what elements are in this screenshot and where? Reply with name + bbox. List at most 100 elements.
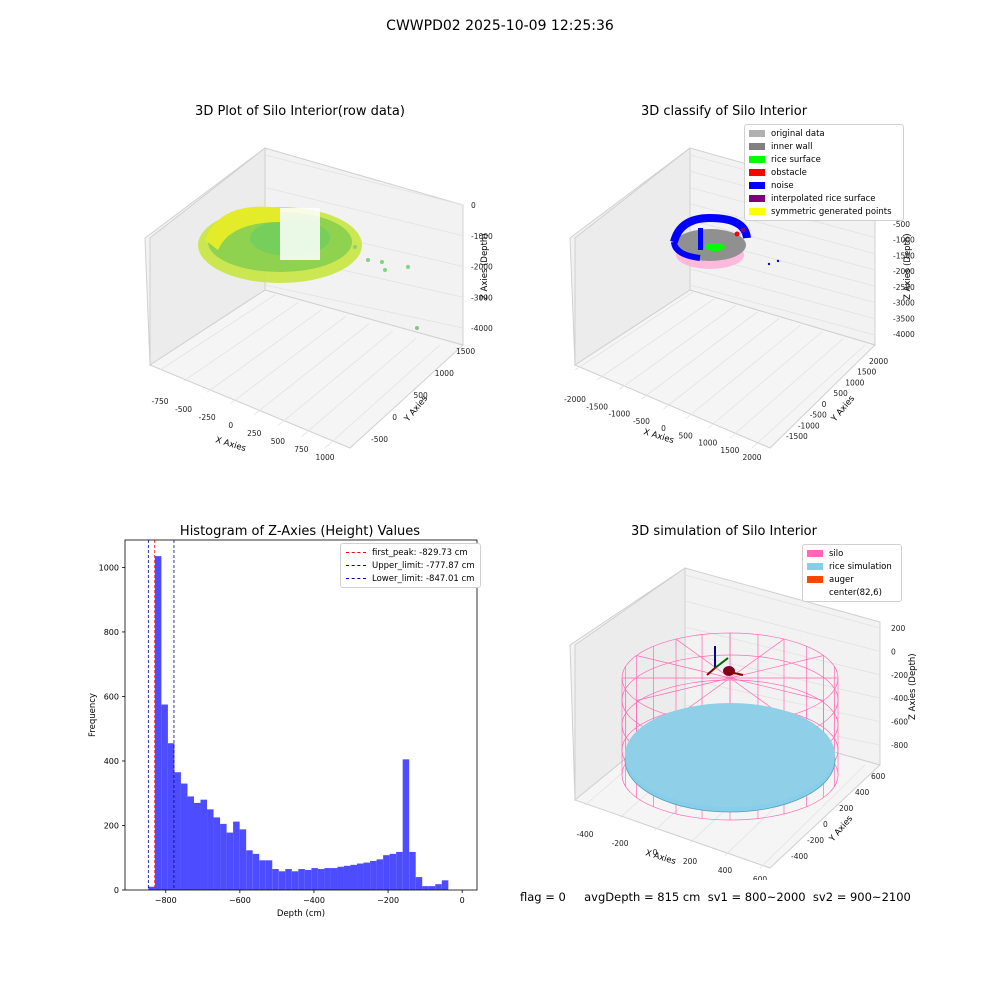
- histogram-bar: [174, 772, 181, 890]
- histogram-bar: [422, 886, 429, 890]
- simulation-tick-labels: -400-2000200400600-400-20002004006002000…: [576, 624, 908, 880]
- histogram-bar: [435, 884, 442, 890]
- simulation-z-tick: -800: [891, 741, 908, 750]
- classify-legend-swatch: [749, 208, 765, 215]
- simulation-x-tick: 0: [653, 848, 658, 857]
- simulation-legend-label: auger: [829, 574, 854, 585]
- histogram-bar: [389, 853, 397, 890]
- simulation-legend-swatch: [807, 563, 823, 570]
- classify-legend-item: interpolated rice surface: [749, 192, 899, 205]
- simulation-panel-title: 3D simulation of Silo Interior: [631, 524, 817, 539]
- histogram-axes-frame: [124, 539, 478, 891]
- histogram-x-tick-label: −200: [377, 896, 399, 905]
- classify-legend-swatch: [749, 195, 765, 202]
- raw-3d-plot: -750 -500 -250 0 250 500 750 1000 -500 0 500 1000 15…: [144, 146, 493, 460]
- simulation-x-tick: -200: [611, 839, 628, 848]
- simulation-legend: silo rice simulation auger center(82,6): [802, 544, 902, 602]
- histogram-bar: [220, 823, 227, 890]
- histogram-bar: [265, 860, 273, 890]
- simulation-y-tick: -200: [807, 836, 824, 845]
- simulation-legend-item: rice simulation: [807, 560, 897, 573]
- raw-z-axis-label: Z Axies (Depth): [480, 233, 490, 300]
- histogram-bar: [154, 556, 162, 890]
- histogram-title: Histogram of Z-Axies (Height) Values: [179, 524, 421, 539]
- histogram-bar: [402, 759, 410, 890]
- classify-z-axis-label: Z Axies (Depth): [903, 233, 913, 300]
- simulation-legend-label: silo: [829, 548, 844, 559]
- simulation-z-tick: 0: [891, 647, 896, 656]
- histogram-y-tick-label: 800: [104, 628, 119, 637]
- histogram-bar: [246, 850, 253, 890]
- simulation-legend-swatch: [807, 550, 823, 557]
- histogram-bar: [383, 855, 390, 890]
- histogram-legend-swatch: [346, 578, 366, 579]
- classify-legend-swatch: [749, 182, 765, 189]
- simulation-x-tick: 200: [683, 857, 698, 866]
- classify-x-tick: 1000: [698, 439, 717, 448]
- classify-y-tick: 0: [822, 400, 827, 409]
- classify-y-tick: -1500: [786, 432, 808, 441]
- raw-y-tick: 1500: [456, 347, 475, 356]
- histogram-legend-item: first_peak: -829.73 cm: [346, 546, 475, 559]
- raw-z-tick: -4000: [471, 324, 493, 333]
- classify-legend-label: obstacle: [771, 167, 807, 178]
- histogram-bar: [350, 864, 358, 890]
- classify-z-tick: -2500: [893, 283, 915, 292]
- simulation-x-axis-label: X Axies: [644, 848, 677, 867]
- auger: [706, 646, 744, 676]
- classify-legend-item: noise: [749, 179, 899, 192]
- histogram-bar: [343, 865, 351, 890]
- histogram-legend-item: Upper_limit: -777.87 cm: [346, 559, 475, 572]
- histogram-bar: [415, 877, 423, 890]
- classify-point-cloud: [670, 213, 780, 269]
- raw-3d-gridlines: [159, 154, 464, 449]
- classify-legend-swatch: [749, 156, 765, 163]
- raw-panel-title: 3D Plot of Silo Interior(row data): [195, 104, 405, 119]
- classify-legend-swatch: [749, 130, 765, 137]
- classify-legend-item: inner wall: [749, 140, 899, 153]
- classify-legend-label: inner wall: [771, 141, 813, 152]
- simulation-legend-label: rice simulation: [829, 561, 892, 572]
- histogram-legend-label: first_peak: -829.73 cm: [372, 547, 468, 558]
- histogram-y-tick-label: 0: [114, 886, 119, 895]
- simulation-z-axis-label: Z Axies (Depth): [908, 653, 918, 720]
- histogram-bar: [161, 704, 168, 890]
- classify-z-tick: -4000: [893, 330, 915, 339]
- histogram-legend: first_peak: -829.73 cm Upper_limit: -777.…: [340, 543, 481, 588]
- classify-z-tick: -1000: [893, 236, 915, 245]
- raw-z-tick: -3000: [471, 293, 493, 302]
- raw-x-tick: 750: [294, 445, 309, 454]
- histogram-bar: [180, 783, 188, 890]
- histogram-bar: [278, 871, 286, 890]
- classify-legend-item: symmetric generated points: [749, 205, 899, 218]
- classify-z-tick: -1500: [893, 251, 915, 260]
- raw-x-tick: -250: [199, 413, 216, 422]
- simulation-z-tick: -600: [891, 718, 908, 727]
- classify-legend: original data inner wall rice surface obsta…: [744, 124, 904, 221]
- simulation-x-tick: 400: [718, 866, 733, 875]
- histogram-bar: [357, 863, 364, 890]
- simulation-x-tick: -400: [576, 830, 593, 839]
- classify-legend-label: rice surface: [771, 154, 821, 165]
- simulation-3d-plot: -400-2000200400600-400-20002004006002000…: [569, 567, 918, 880]
- histogram-bar: [226, 832, 234, 890]
- histogram-bar: [193, 802, 201, 890]
- classify-x-tick: 2000: [742, 453, 761, 460]
- classify-legend-label: symmetric generated points: [771, 206, 892, 217]
- histogram-legend-swatch: [346, 565, 366, 566]
- classify-legend-item: rice surface: [749, 153, 899, 166]
- simulation-legend-swatch: [807, 576, 823, 583]
- histogram-y-tick-label: 1000: [99, 563, 119, 572]
- histogram-bar: [285, 869, 292, 890]
- histogram-bar: [330, 868, 338, 890]
- raw-tick-labels: -750 -500 -250 0 250 500 750 1000 -500 0 500 1000 15…: [151, 201, 493, 460]
- raw-y-tick: -500: [371, 435, 388, 444]
- simulation-legend-swatch: [807, 589, 823, 596]
- classify-x-axis-label: X Axies: [642, 427, 675, 446]
- histogram-bar: [311, 868, 318, 890]
- histogram-bar: [148, 886, 155, 890]
- classify-y-tick: 500: [833, 389, 848, 398]
- simulation-y-axis-label: Y Axies: [827, 814, 855, 845]
- histogram-x-axis-label: Depth (cm): [277, 909, 325, 919]
